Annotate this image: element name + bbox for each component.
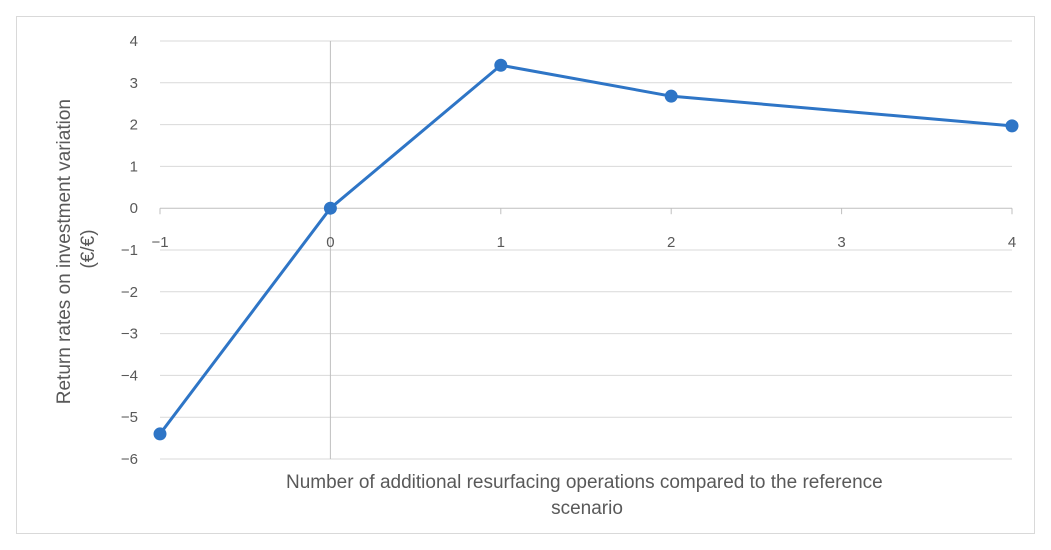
y-tick-label: −4 <box>121 367 138 384</box>
x-axis-title: Number of additional resurfacing operati… <box>286 472 888 519</box>
x-axis-title-line2: scenario <box>551 498 623 519</box>
x-tick-label: 3 <box>837 234 845 251</box>
data-point <box>494 58 508 72</box>
y-tick-label: −1 <box>121 242 138 259</box>
y-tick-label: 1 <box>130 158 138 175</box>
chart-frame <box>16 16 1035 534</box>
y-tick-label: −3 <box>121 326 138 343</box>
y-tick-label: 0 <box>130 200 138 217</box>
data-point <box>1005 119 1019 133</box>
x-tick-labels: −1 0 1 2 3 4 <box>151 234 1016 251</box>
x-tick-label: 1 <box>497 234 505 251</box>
x-axis-title-line1: Number of additional resurfacing operati… <box>286 472 883 493</box>
y-tick-label: −5 <box>121 409 138 426</box>
data-point <box>153 427 167 441</box>
y-tick-label: 4 <box>130 33 138 50</box>
x-tick-label: −1 <box>151 234 168 251</box>
y-axis-title-line2: (€/€) <box>78 229 99 268</box>
y-tick-label: −2 <box>121 284 138 301</box>
y-tick-label: 3 <box>130 75 138 92</box>
data-point <box>664 89 678 103</box>
y-tick-label: −6 <box>121 451 138 468</box>
gridlines <box>160 40 1012 460</box>
x-tick-label: 0 <box>326 234 334 251</box>
x-tick-label: 2 <box>667 234 675 251</box>
series-group <box>153 58 1019 441</box>
x-tick-label: 4 <box>1008 234 1016 251</box>
data-point <box>323 201 337 215</box>
y-tick-labels: 4 3 2 1 0 −1 −2 −3 −4 −5 −6 <box>121 33 138 468</box>
y-axis-title-line1: Return rates on investment variation <box>54 99 75 404</box>
y-tick-label: 2 <box>130 117 138 134</box>
y-axis-title: Return rates on investment variation (€/… <box>54 94 99 405</box>
